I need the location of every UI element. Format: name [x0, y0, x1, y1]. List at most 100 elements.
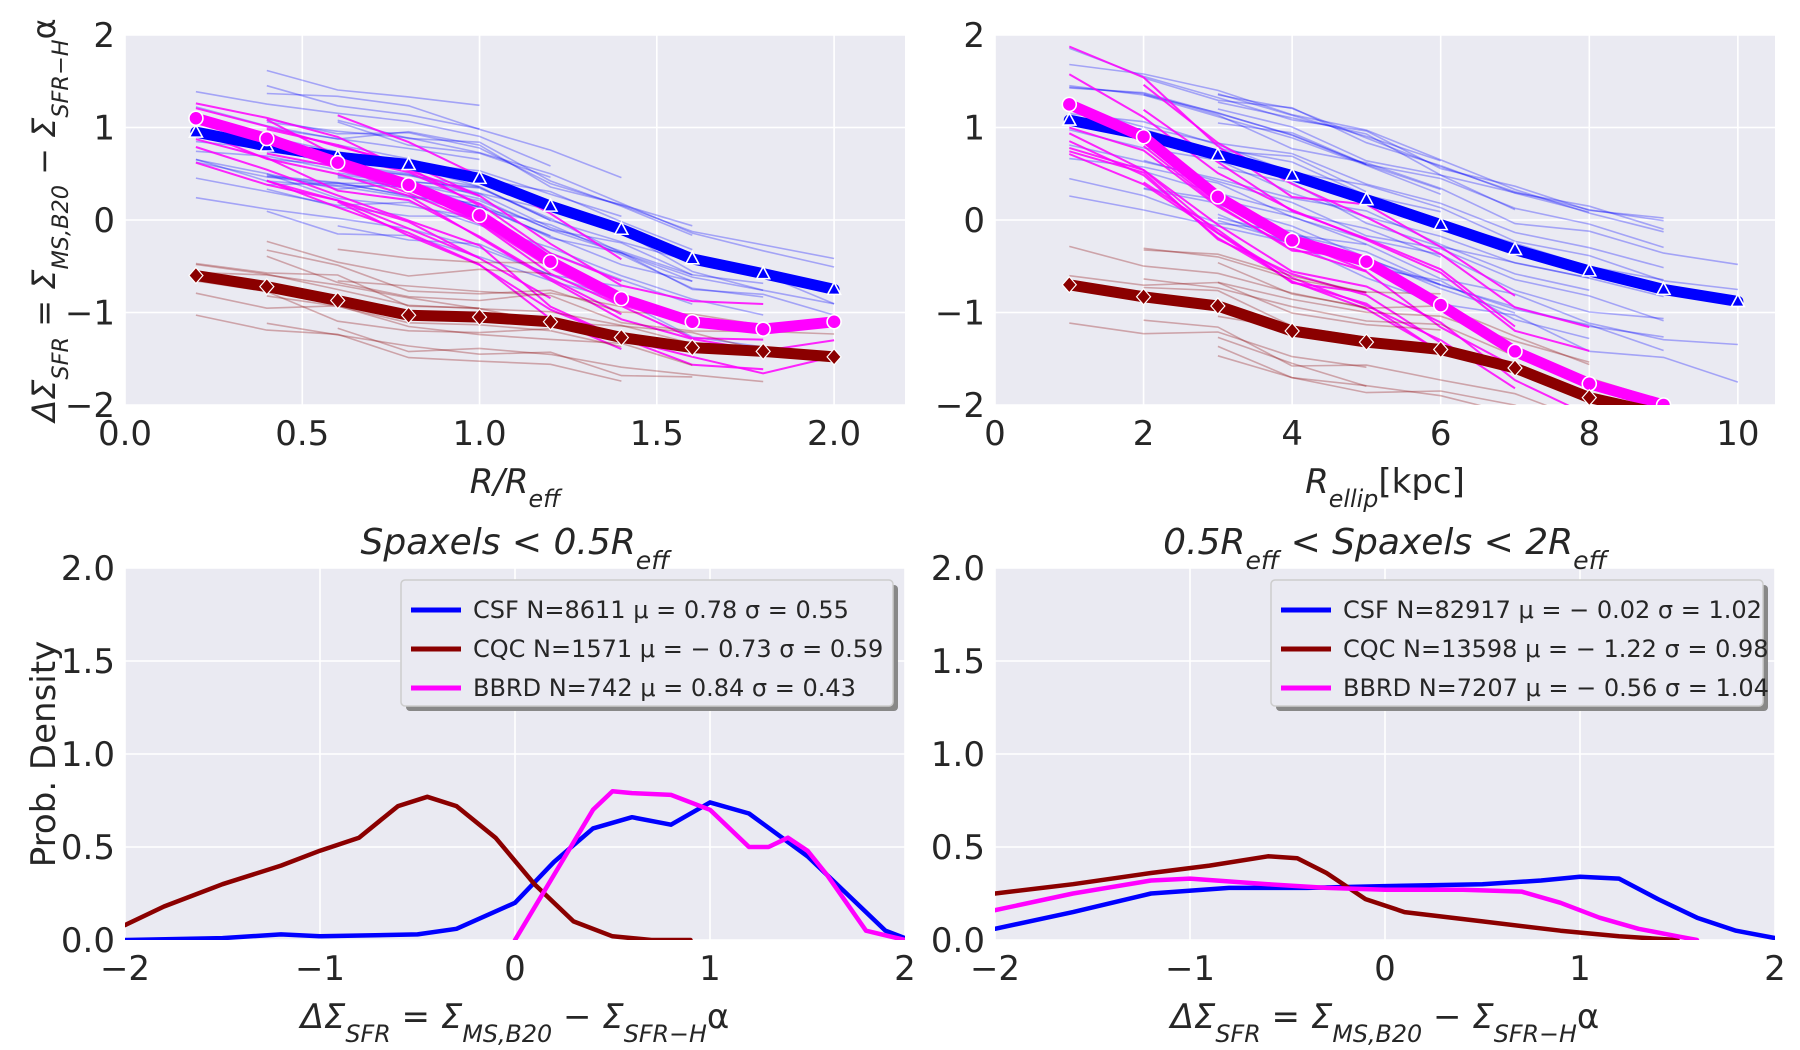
legend-label: CSF N=8611 μ = 0.78 σ = 0.55 — [473, 596, 849, 624]
galaxy-track — [266, 180, 551, 300]
data-point-csf — [1210, 146, 1226, 162]
galaxy-track — [1143, 159, 1664, 322]
galaxy-track — [1217, 261, 1367, 309]
x-tick-label: 10 — [1716, 414, 1759, 454]
data-point-bbrd — [471, 207, 488, 224]
galaxy-track — [337, 200, 764, 371]
galaxy-track — [266, 173, 480, 219]
x-tick-label: 2.0 — [807, 414, 861, 454]
data-point-bbrd — [329, 154, 346, 171]
galaxy-track — [1217, 108, 1516, 211]
data-point-cqc — [1432, 340, 1449, 359]
galaxy-track — [1217, 355, 1517, 405]
galaxy-track — [266, 92, 622, 179]
x-tick-label: 0 — [984, 414, 1006, 454]
galaxy-track — [1069, 245, 1590, 366]
galaxy-track — [1069, 87, 1367, 166]
y-tick-label: 2 — [963, 16, 985, 56]
data-point-bbrd — [1358, 253, 1375, 270]
x-tick-label: 8 — [1578, 414, 1600, 454]
data-point-bbrd — [1655, 397, 1672, 405]
data-point-bbrd — [259, 130, 275, 147]
data-point-csf — [1507, 240, 1523, 256]
data-point-cqc — [755, 342, 771, 361]
data-point-csf — [1655, 280, 1672, 296]
data-point-bbrd — [1581, 375, 1598, 392]
data-point-csf — [471, 169, 488, 185]
panel-bottom-left: −2 −1 0 1 2 2.0 1.5 1.0 0.5 0.0 Spaxels < 0.5Reff Δ… — [24, 522, 916, 1048]
data-point-cqc — [188, 266, 204, 285]
y-tick-label: −2 — [65, 386, 115, 426]
data-point-csf — [1284, 166, 1300, 182]
galaxy-track — [1143, 93, 1441, 191]
x-tick-label: 1.5 — [630, 414, 684, 454]
y-tick-label: 0.0 — [931, 921, 985, 961]
x-tick-label: 2 — [1764, 949, 1786, 989]
galaxy-track — [1068, 132, 1570, 405]
x-tick-label: −2 — [970, 949, 1020, 989]
data-point-bbrd — [1210, 189, 1226, 205]
data-point-cqc — [613, 328, 630, 347]
galaxy-track — [1069, 112, 1738, 291]
legend-label: BBRD N=742 μ = 0.84 σ = 0.43 — [473, 674, 856, 702]
x-tick-label: 2 — [1133, 414, 1155, 454]
data-point-bbrd — [1135, 128, 1152, 145]
y-tick-label: 1.5 — [61, 642, 115, 682]
galaxy-track — [195, 177, 764, 316]
galaxy-track — [195, 262, 480, 309]
plot-layer — [188, 69, 842, 383]
panel-top-left: 0.0 0.5 1.0 1.5 2.0 2 1 0 −1 −2 R/Reff ΔΣSFR = ΣMS,… — [25, 16, 905, 513]
plot-layer — [1061, 45, 1746, 405]
galaxy-track — [337, 121, 551, 178]
panel-title: Spaxels < 0.5Reff — [361, 522, 673, 575]
galaxy-track — [1217, 336, 1367, 387]
y-axis-label: Prob. Density — [24, 641, 64, 867]
data-point-cqc — [259, 277, 275, 296]
data-point-cqc — [1358, 333, 1375, 352]
x-tick-label: −1 — [295, 949, 345, 989]
y-tick-label: 0.5 — [931, 828, 985, 868]
y-tick-label: 0.0 — [61, 921, 115, 961]
galaxy-track — [266, 210, 764, 348]
legend-label: BBRD N=7207 μ = − 0.56 σ = 1.04 — [1343, 674, 1769, 702]
galaxy-track — [195, 106, 693, 227]
x-tick-label: 0.5 — [275, 414, 329, 454]
galaxy-track — [1069, 63, 1664, 233]
data-point-bbrd — [755, 321, 771, 337]
galaxy-track — [266, 175, 693, 283]
data-point-csf — [1581, 262, 1598, 277]
y-tick-label: 0 — [93, 201, 115, 241]
galaxy-track — [195, 292, 693, 367]
x-axis-label: ΔΣSFR = ΣMS,B20 − ΣSFR−Hα — [1168, 997, 1600, 1048]
x-tick-label: −1 — [1165, 949, 1215, 989]
galaxy-track — [266, 121, 835, 268]
y-tick-label: 2.0 — [61, 549, 115, 589]
galaxy-track — [1142, 84, 1590, 329]
galaxy-track — [266, 240, 551, 277]
data-point-csf — [542, 197, 559, 212]
galaxy-track — [1068, 153, 1442, 354]
data-point-csf — [1432, 215, 1449, 231]
data-point-cqc — [1135, 287, 1152, 306]
galaxy-track — [1217, 345, 1482, 405]
x-tick-label: 0 — [1374, 949, 1396, 989]
y-tick-label: 1.0 — [61, 735, 115, 775]
data-point-cqc — [471, 308, 488, 327]
galaxy-track — [266, 127, 480, 161]
data-point-bbrd — [1507, 343, 1523, 360]
galaxy-track — [1068, 45, 1516, 297]
galaxy-track — [195, 314, 622, 382]
y-tick-label: 1 — [963, 109, 985, 149]
data-point-cqc — [1507, 359, 1523, 377]
galaxy-track — [266, 84, 480, 130]
galaxy-track — [1069, 84, 1441, 196]
series-line-csf — [1063, 114, 1744, 307]
galaxy-track — [1217, 281, 1590, 363]
galaxy-track — [1069, 195, 1739, 383]
x-axis-label: R/Reff — [470, 462, 563, 513]
data-point-cqc — [1210, 297, 1226, 315]
data-point-cqc — [329, 291, 346, 310]
data-point-bbrd — [826, 313, 842, 330]
series-line-bbrd — [995, 876, 1700, 940]
